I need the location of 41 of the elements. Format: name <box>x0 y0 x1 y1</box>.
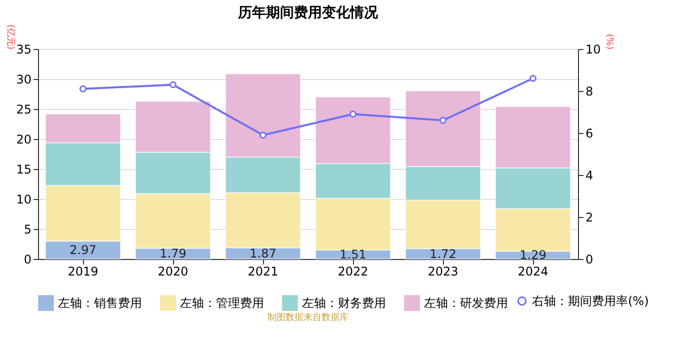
point <box>260 132 266 139</box>
point <box>350 110 356 118</box>
legend-label: 左轴：研发费用 <box>424 296 508 310</box>
y2-tick-label: 8 <box>586 84 594 98</box>
y-tick-label: 35 <box>16 42 32 56</box>
y-tick-label: 10 <box>16 192 32 206</box>
point <box>530 74 536 82</box>
x-tick-label: 2019 <box>68 264 98 278</box>
legend-label: 左轴：财务费用 <box>302 296 386 310</box>
data-label: 2.97 <box>70 243 96 258</box>
point <box>170 81 176 88</box>
point <box>440 116 446 124</box>
y2-axis-title: (%) <box>604 34 614 50</box>
x-tick-label: 2020 <box>158 264 188 278</box>
y-tick-label: 15 <box>16 162 32 176</box>
data-label: 1.72 <box>430 246 456 261</box>
y-tick-label: 30 <box>16 72 32 86</box>
legend-label: 左轴：管理费用 <box>180 296 264 310</box>
x-tick-label: 2023 <box>428 264 458 278</box>
y-tick-label: 0 <box>24 252 32 266</box>
data-label: 1.87 <box>250 246 276 260</box>
x-tick-label: 2021 <box>248 264 278 278</box>
data-label: 1.29 <box>520 248 546 262</box>
x-tick-label: 2022 <box>338 264 368 278</box>
y-tick-label: 25 <box>16 102 32 116</box>
legend-label: 左轴：销售费用 <box>58 296 142 310</box>
y2-tick-label: 6 <box>586 126 594 140</box>
y-axis-title: (亿元) <box>5 24 16 50</box>
data-label: 1.51 <box>340 247 366 262</box>
y-tick-label: 20 <box>16 132 32 146</box>
y2-tick-label: 4 <box>586 168 594 182</box>
y2-tick-label: 10 <box>586 42 601 56</box>
y2-tick-label: 2 <box>586 210 594 224</box>
x-tick-label: 2024 <box>518 264 548 278</box>
legend-label: 右轴：期间费用率(%) <box>532 294 649 308</box>
y2-tick-label: 0 <box>586 252 594 266</box>
point <box>80 85 86 92</box>
chart-title: 历年期间费用变化情况 <box>237 4 379 21</box>
text: 制图数据来自数据库 <box>268 312 348 323</box>
y-tick-label: 5 <box>24 222 32 236</box>
data-label: 1.79 <box>160 246 186 261</box>
